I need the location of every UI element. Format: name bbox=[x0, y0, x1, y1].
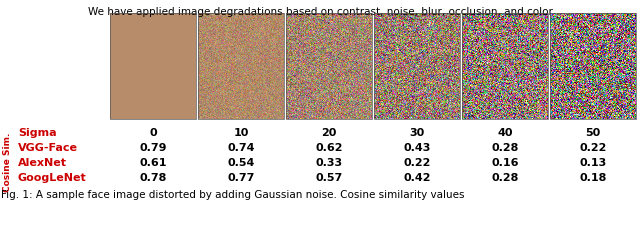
Text: 0.28: 0.28 bbox=[492, 172, 518, 182]
Text: 0.57: 0.57 bbox=[316, 172, 342, 182]
Text: 50: 50 bbox=[586, 127, 600, 137]
Text: Fig. 1: A sample face image distorted by adding Gaussian noise. Cosine similarit: Fig. 1: A sample face image distorted by… bbox=[1, 189, 465, 199]
Bar bbox=[462, 14, 548, 119]
Text: 0: 0 bbox=[149, 127, 157, 137]
Text: 0.33: 0.33 bbox=[316, 157, 342, 167]
Text: 0.43: 0.43 bbox=[403, 142, 431, 152]
Text: 0.28: 0.28 bbox=[492, 142, 518, 152]
Text: 20: 20 bbox=[321, 127, 337, 137]
Text: 10: 10 bbox=[234, 127, 249, 137]
Bar bbox=[550, 14, 636, 119]
Bar bbox=[110, 14, 196, 119]
Text: 30: 30 bbox=[410, 127, 424, 137]
Text: AlexNet: AlexNet bbox=[18, 157, 67, 167]
Text: 0.22: 0.22 bbox=[579, 142, 607, 152]
Bar bbox=[198, 14, 284, 119]
Text: 0.13: 0.13 bbox=[579, 157, 607, 167]
Text: GoogLeNet: GoogLeNet bbox=[18, 172, 87, 182]
Text: VGG-Face: VGG-Face bbox=[18, 142, 78, 152]
Text: We have applied image degradations based on contrast, noise, blur, occlusion, an: We have applied image degradations based… bbox=[88, 7, 552, 17]
Text: 0.61: 0.61 bbox=[140, 157, 167, 167]
Text: 40: 40 bbox=[497, 127, 513, 137]
Bar bbox=[374, 14, 460, 119]
Bar bbox=[286, 14, 372, 119]
Text: 0.78: 0.78 bbox=[140, 172, 166, 182]
Text: 0.62: 0.62 bbox=[316, 142, 343, 152]
Text: 0.18: 0.18 bbox=[579, 172, 607, 182]
Text: Sigma: Sigma bbox=[18, 127, 56, 137]
Text: 0.74: 0.74 bbox=[227, 142, 255, 152]
Text: 0.22: 0.22 bbox=[403, 157, 431, 167]
Text: 0.77: 0.77 bbox=[227, 172, 255, 182]
Text: 0.16: 0.16 bbox=[492, 157, 519, 167]
Text: 0.54: 0.54 bbox=[227, 157, 255, 167]
Text: Cosine Sim.: Cosine Sim. bbox=[3, 132, 13, 191]
Text: 0.79: 0.79 bbox=[140, 142, 167, 152]
Text: 0.42: 0.42 bbox=[403, 172, 431, 182]
